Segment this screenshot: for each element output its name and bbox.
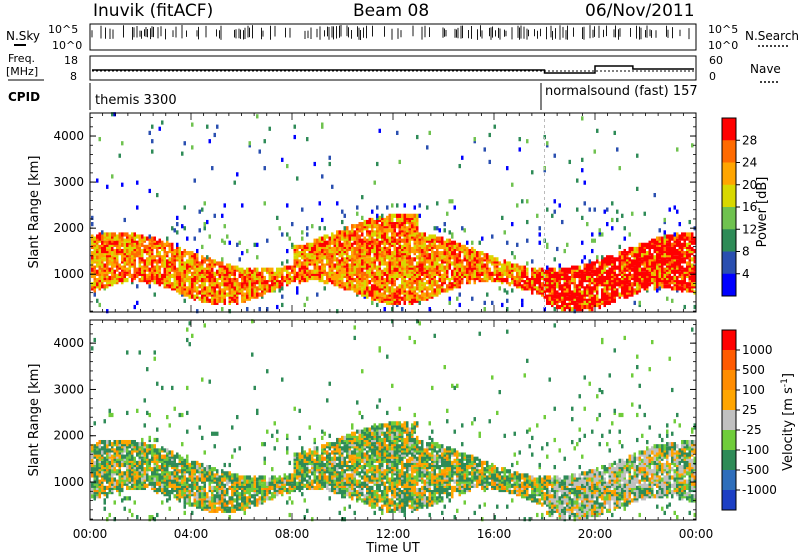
colorbar-tick-label: -1000	[742, 483, 777, 497]
nave-label: Nave	[750, 62, 781, 76]
colorbar-tick-label: 24	[742, 156, 757, 170]
power-colorbar-label: Power [dB]	[755, 177, 770, 248]
frequency-panel: Freq. [MHz] 18 8 60 0 Nave	[6, 52, 781, 83]
colorbar-swatch	[722, 140, 736, 163]
freq-unit-label: [MHz]	[6, 65, 38, 78]
x-tick-label: 00:00	[73, 527, 108, 541]
colorbar-tick-label: 28	[742, 133, 757, 147]
colorbar-swatch	[722, 370, 736, 391]
colorbar-frame	[721, 329, 737, 511]
power-heatmap-cells	[91, 112, 696, 314]
power-y-axis: 1000 2000 3000 4000	[53, 117, 696, 312]
velocity-y-axis: 1000 2000 3000 4000	[53, 324, 696, 520]
cpid-mode-normalsound: normalsound (fast) 157	[545, 84, 698, 99]
freq-label: Freq.	[8, 52, 35, 65]
power-colorbar: 28 24 20 16 12 8 4	[721, 117, 757, 297]
colorbar-swatch	[722, 430, 736, 451]
colorbar-tick-label: 1000	[742, 343, 773, 357]
colorbar-swatch	[722, 490, 736, 511]
y-tick-label: 2000	[53, 221, 84, 235]
colorbar-swatch	[722, 273, 736, 297]
colorbar-tick-label: 20	[742, 178, 757, 192]
noise-trace	[91, 25, 690, 40]
velocity-heatmap-cells	[91, 319, 696, 522]
y-tick-label: 3000	[53, 382, 84, 396]
x-tick-label: 20:00	[578, 527, 613, 541]
beam-label: Beam 08	[353, 1, 429, 21]
time-axis-label: Time UT	[365, 541, 419, 554]
nave-tick-high: 60	[709, 54, 723, 67]
x-tick-label: 00:00	[679, 527, 714, 541]
colorbar-swatch	[722, 251, 736, 275]
frequency-trace	[92, 65, 694, 74]
colorbar-tick-label: 25	[742, 403, 757, 417]
colorbar-tick-label: 100	[742, 383, 765, 397]
colorbar-swatch	[722, 390, 736, 411]
colorbar-tick-label: 16	[742, 200, 757, 214]
colorbar-tick-label: -500	[742, 463, 769, 477]
velocity-y-axis-label: Slant Range [km]	[27, 364, 42, 477]
date-label: 06/Nov/2011	[585, 1, 695, 21]
colorbar-swatch	[722, 350, 736, 371]
y-tick-label: 1000	[53, 267, 84, 281]
time-axis: 00:00 04:00 08:00 12:00 16:00 20:00 00:00	[73, 527, 714, 541]
power-panel: 1000 2000 3000 4000 Slant Range [km] 28 24 20…	[27, 112, 770, 314]
search-tick-high: 10^5	[708, 23, 738, 36]
colorbar-tick-label: -100	[742, 443, 769, 457]
colorbar-swatch	[722, 229, 736, 252]
x-tick-label: 16:00	[477, 527, 512, 541]
x-tick-label: 12:00	[376, 527, 411, 541]
n-search-label: N.Search	[745, 29, 799, 43]
velocity-x-minor-ticks	[89, 320, 697, 520]
freq-tick-low: 8	[70, 70, 77, 83]
x-tick-label: 04:00	[174, 527, 209, 541]
cpid-label: CPID	[8, 90, 40, 104]
freq-tick-high: 18	[64, 54, 78, 67]
y-tick-label: 2000	[53, 429, 84, 443]
nave-tick-low: 0	[709, 70, 716, 83]
x-tick-label: 08:00	[275, 527, 310, 541]
velocity-colorbar: 1000 500 100 25 -25 -100 -500 -1000	[721, 329, 777, 511]
colorbar-swatch	[722, 184, 736, 208]
station-title: Inuvik (fitACF)	[93, 1, 213, 21]
cpid-panel: CPID themis 3300 normalsound (fast) 157	[8, 83, 698, 110]
cpid-mode-themis: themis 3300	[95, 93, 177, 108]
power-y-axis-label: Slant Range [km]	[27, 156, 42, 269]
y-tick-label: 1000	[53, 475, 84, 489]
y-tick-label: 4000	[53, 336, 84, 350]
y-tick-label: 3000	[53, 175, 84, 189]
colorbar-swatch	[722, 118, 736, 141]
colorbar-tick-label: 500	[742, 363, 765, 377]
colorbar-swatch	[722, 450, 736, 471]
colorbar-tick-label: 4	[742, 267, 750, 281]
sky-noise-panel: N.Sky 10^5 10^0 10^5 10^0 N.Search	[6, 23, 799, 52]
colorbar-swatch	[722, 470, 736, 491]
power-x-minor-ticks	[89, 113, 697, 312]
colorbar-tick-label: 8	[742, 245, 750, 259]
velocity-colorbar-label: Velocity [m s-1]	[780, 373, 796, 471]
colorbar-swatch	[722, 207, 736, 230]
n-sky-label: N.Sky	[6, 29, 40, 43]
colorbar-swatch	[722, 162, 736, 186]
colorbar-swatch	[722, 410, 736, 431]
search-tick-low: 10^0	[708, 39, 738, 52]
colorbar-swatch	[722, 330, 736, 351]
colorbar-tick-label: 12	[742, 222, 757, 236]
y-tick-label: 4000	[53, 129, 84, 143]
sky-tick-low: 10^0	[52, 39, 82, 52]
colorbar-tick-label: -25	[742, 423, 762, 437]
sky-tick-high: 10^5	[48, 23, 78, 36]
